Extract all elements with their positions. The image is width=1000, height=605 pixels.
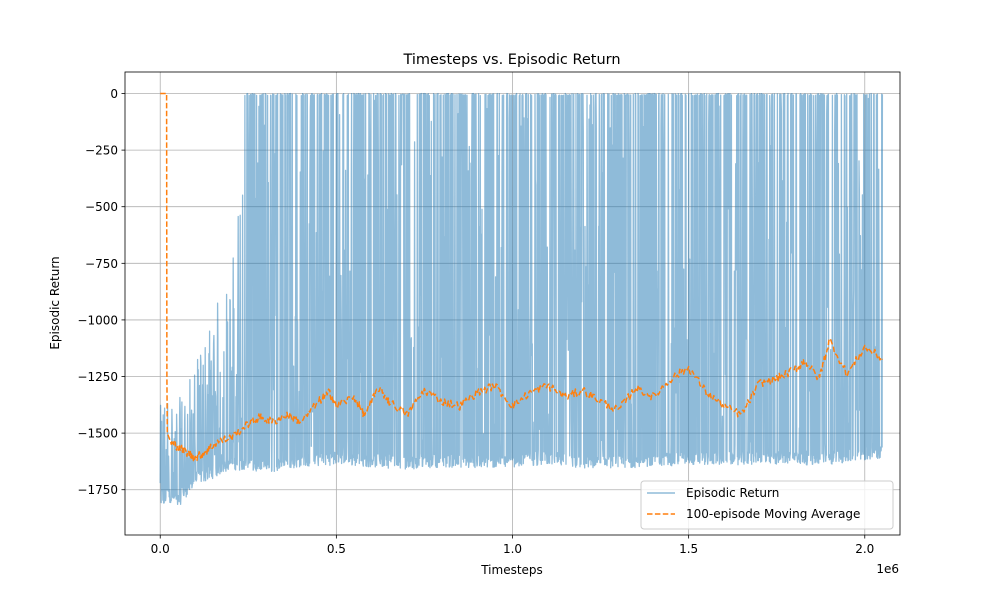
- series-moving-average-line: [160, 92, 884, 462]
- x-axis-label: Timesteps: [480, 563, 543, 577]
- x-tick-label: 0.5: [327, 542, 346, 556]
- x-tick-label: 0.0: [151, 542, 170, 556]
- y-tick-label: −500: [85, 200, 118, 214]
- y-tick-label: −250: [85, 144, 118, 158]
- y-tick-label: −1750: [77, 483, 118, 497]
- y-tick-label: 0: [110, 87, 118, 101]
- y-tick-label: −1000: [77, 313, 118, 327]
- ticks: 0.0 0.5 1.0 1.5 2.0 0 −250 −500 −750 −1000 −1250 −1…: [77, 87, 874, 556]
- y-tick-label: −1500: [77, 427, 118, 441]
- chart-title: Timesteps vs. Episodic Return: [402, 52, 620, 68]
- x-tick-label: 1.0: [503, 542, 522, 556]
- y-tick-label: −750: [85, 257, 118, 271]
- legend-box: [640, 480, 894, 530]
- x-tick-label: 1.5: [679, 542, 698, 556]
- legend: Episodic Return 100-episode Moving Avera…: [640, 480, 894, 530]
- legend-label-episodic-return: Episodic Return: [686, 486, 779, 500]
- plot-area: [159, 92, 884, 505]
- x-tick-label: 2.0: [855, 542, 874, 556]
- legend-label-moving-average: 100-episode Moving Average: [686, 507, 860, 521]
- series-episodic-return-line: [159, 92, 884, 505]
- y-axis-label: Episodic Return: [48, 256, 62, 349]
- y-tick-label: −1250: [77, 370, 118, 384]
- x-offset-label: 1e6: [876, 562, 899, 576]
